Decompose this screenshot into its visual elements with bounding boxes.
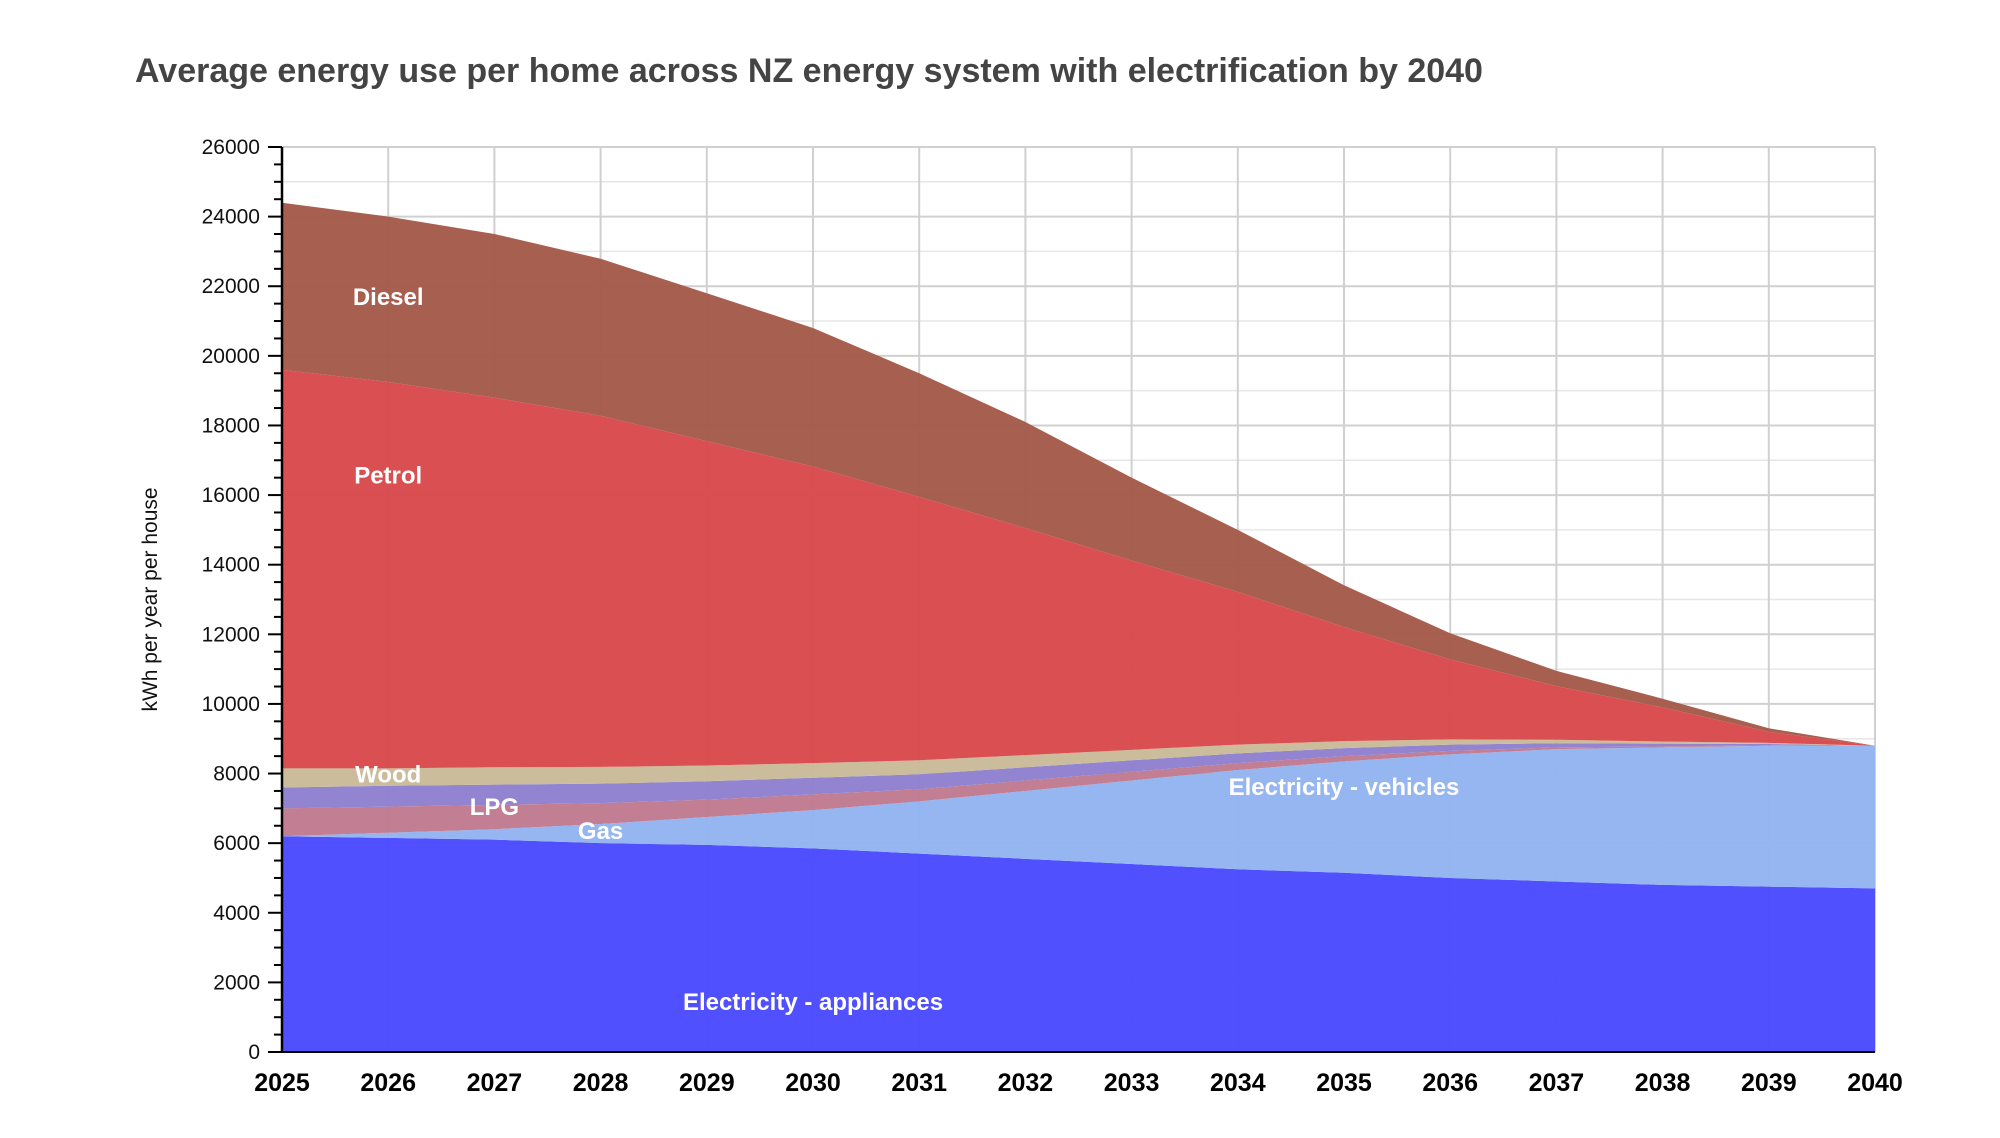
- area-label-gas: Gas: [578, 818, 623, 845]
- axis-layer: 0 2000 4000 6000 8000 10000 12000 14000 16000 180…: [139, 136, 1903, 1097]
- area-electricity-vehicles: [282, 745, 1875, 889]
- y-tick-label: 8000: [213, 763, 260, 786]
- y-tick-label: 2000: [213, 971, 260, 994]
- y-tick-label: 10000: [202, 693, 260, 716]
- y-tick-label: 26000: [202, 136, 260, 159]
- x-tick-label: 2040: [1847, 1069, 1903, 1097]
- area-diesel: [282, 202, 1875, 746]
- x-tick-label: 2032: [998, 1069, 1054, 1097]
- area-electricity-appliances: [282, 836, 1875, 1052]
- y-tick-label: 4000: [213, 902, 260, 925]
- x-tick-label: 2026: [360, 1069, 416, 1097]
- x-tick-label: 2030: [785, 1069, 841, 1097]
- y-tick-label: 18000: [202, 414, 260, 437]
- y-axis-label: kWh per year per house: [139, 487, 162, 711]
- x-tick-label: 2033: [1104, 1069, 1160, 1097]
- area-layer: [282, 202, 1875, 1052]
- label-layer: Diesel Petrol Wood LPG Gas Electricity - vehi…: [353, 284, 1460, 1016]
- x-tick-label: 2025: [254, 1069, 310, 1097]
- x-tick-label: 2038: [1635, 1069, 1691, 1097]
- area-petrol: [282, 369, 1875, 769]
- y-tick-label: 22000: [202, 275, 260, 298]
- y-tick-label: 16000: [202, 484, 260, 507]
- y-tick-label: 24000: [202, 206, 260, 229]
- y-tick-label: 6000: [213, 832, 260, 855]
- x-tick-label: 2028: [573, 1069, 629, 1097]
- area-label-electricity-vehicles: Electricity - vehicles: [1229, 774, 1460, 801]
- x-tick-label: 2029: [679, 1069, 735, 1097]
- area-label-wood: Wood: [355, 762, 421, 789]
- y-tick-label: 12000: [202, 623, 260, 646]
- x-tick-label: 2036: [1422, 1069, 1478, 1097]
- x-tick-label: 2027: [467, 1069, 523, 1097]
- x-tick-label: 2031: [891, 1069, 947, 1097]
- y-tick-label: 20000: [202, 345, 260, 368]
- y-tick-label: 0: [248, 1041, 260, 1064]
- area-label-diesel: Diesel: [353, 284, 424, 311]
- x-tick-label: 2035: [1316, 1069, 1372, 1097]
- area-wood: [282, 739, 1875, 788]
- x-tick-label: 2034: [1210, 1069, 1266, 1097]
- x-tick-label: 2037: [1529, 1069, 1585, 1097]
- area-label-petrol: Petrol: [354, 463, 422, 490]
- area-label-lpg: LPG: [470, 794, 519, 821]
- x-tick-label: 2039: [1741, 1069, 1797, 1097]
- area-label-electricity-appliances: Electricity - appliances: [683, 989, 943, 1016]
- area-lpg: [282, 743, 1875, 809]
- y-tick-label: 14000: [202, 554, 260, 577]
- chart-title: Average energy use per home across NZ en…: [135, 52, 1483, 90]
- area-gas: [282, 745, 1875, 837]
